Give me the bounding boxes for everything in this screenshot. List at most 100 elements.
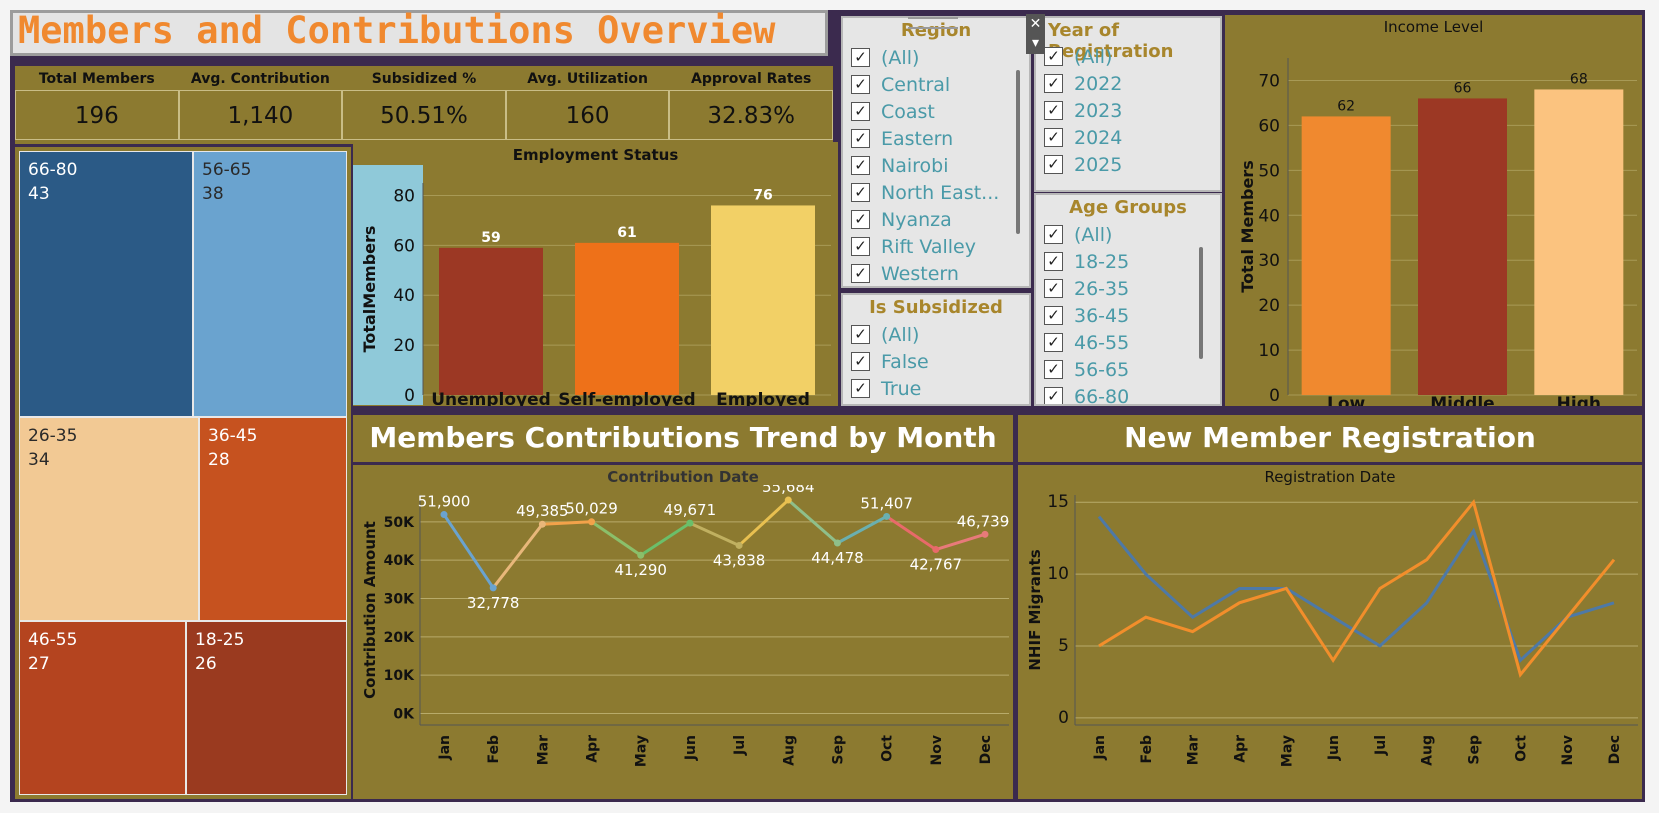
x-tick-label: Jul bbox=[732, 735, 748, 756]
bar-value-label: 61 bbox=[617, 225, 636, 241]
y-tick-label: 0 bbox=[404, 386, 415, 406]
checkbox-icon[interactable]: ✓ bbox=[1044, 279, 1063, 298]
checkbox-icon[interactable]: ✓ bbox=[851, 325, 870, 344]
registration-title-panel bbox=[1018, 415, 1642, 462]
treemap-cell-value: 34 bbox=[28, 450, 50, 470]
treemap-cell[interactable]: 18-25 26 bbox=[186, 621, 347, 795]
checkbox-icon[interactable]: ✓ bbox=[851, 75, 870, 94]
checkbox-icon[interactable]: ✓ bbox=[851, 156, 870, 175]
filter-option-label: (All) bbox=[1074, 224, 1113, 246]
checkbox-icon[interactable]: ✓ bbox=[851, 379, 870, 398]
filter-option-label: 66-80 bbox=[1074, 386, 1130, 406]
checkbox-icon[interactable]: ✓ bbox=[1044, 306, 1063, 325]
checkbox-icon[interactable]: ✓ bbox=[851, 237, 870, 256]
bar bbox=[1418, 98, 1507, 395]
kpi-label: Avg. Utilization bbox=[527, 71, 648, 87]
data-label: 42,767 bbox=[910, 556, 963, 574]
x-tick-label: Middle bbox=[1430, 394, 1494, 406]
treemap-cell-label: 18-25 bbox=[195, 630, 245, 650]
x-tick-label: Jun bbox=[1326, 735, 1342, 761]
treemap-cell[interactable]: 66-80 43 bbox=[19, 151, 193, 417]
x-tick-label: Feb bbox=[486, 735, 502, 764]
y-tick-label: 0 bbox=[1058, 708, 1069, 728]
x-tick-label: Mar bbox=[1186, 735, 1202, 765]
y-tick-label: 60 bbox=[393, 236, 415, 256]
trend-segment bbox=[935, 532, 986, 551]
scrollbar[interactable] bbox=[1016, 70, 1020, 234]
close-icon[interactable]: ✕ bbox=[1029, 16, 1042, 32]
trend-segment bbox=[590, 520, 642, 557]
filter-option-label: 2024 bbox=[1074, 127, 1123, 149]
treemap-cell[interactable]: 56-65 38 bbox=[193, 151, 347, 417]
trend-segment bbox=[787, 498, 839, 545]
scrollbar[interactable] bbox=[1199, 247, 1203, 359]
kpi-value: 160 bbox=[505, 90, 670, 140]
x-tick-label: Feb bbox=[1139, 735, 1155, 764]
treemap-cell[interactable]: 26-35 34 bbox=[19, 417, 199, 621]
x-tick-label: Oct bbox=[880, 735, 896, 762]
trend-title-panel bbox=[353, 415, 1013, 462]
x-tick-label: Mar bbox=[535, 735, 551, 765]
trend-segment bbox=[689, 521, 740, 547]
treemap-cell[interactable]: 46-55 27 bbox=[19, 621, 186, 795]
x-tick-label: Jun bbox=[683, 735, 699, 761]
drag-handle-icon[interactable] bbox=[908, 17, 958, 29]
checkbox-icon[interactable]: ✓ bbox=[851, 102, 870, 121]
checkbox-icon[interactable]: ✓ bbox=[1044, 128, 1063, 147]
treemap-cell-value: 43 bbox=[28, 184, 50, 204]
y-tick-label: 20 bbox=[1258, 296, 1280, 316]
treemap-cell-label: 26-35 bbox=[28, 426, 78, 446]
kpi-value: 50.51% bbox=[342, 90, 506, 140]
checkbox-icon[interactable]: ✓ bbox=[1044, 360, 1063, 379]
checkbox-icon[interactable]: ✓ bbox=[851, 48, 870, 67]
checkbox-icon[interactable]: ✓ bbox=[1044, 387, 1063, 404]
checkbox-icon[interactable]: ✓ bbox=[851, 264, 870, 283]
data-label: 49,671 bbox=[664, 501, 717, 519]
filter-title: Is Subsidized bbox=[869, 297, 1003, 318]
treemap-cell-label: 66-80 bbox=[28, 160, 78, 180]
checkbox-icon[interactable]: ✓ bbox=[1044, 333, 1063, 352]
y-tick-label: 10 bbox=[1258, 341, 1280, 361]
checkbox-icon[interactable]: ✓ bbox=[851, 183, 870, 202]
y-tick-label: 10K bbox=[384, 668, 415, 684]
x-tick-label: Self-employed bbox=[558, 390, 695, 406]
checkbox-icon[interactable]: ✓ bbox=[1044, 74, 1063, 93]
series-line bbox=[1098, 498, 1616, 678]
checkbox-icon[interactable]: ✓ bbox=[1044, 155, 1063, 174]
checkbox-icon[interactable]: ✓ bbox=[1044, 225, 1063, 244]
filter-option-label: Western bbox=[881, 263, 959, 285]
y-tick-label: 0 bbox=[1269, 386, 1280, 406]
x-tick-label: May bbox=[634, 735, 650, 767]
checkbox-icon[interactable]: ✓ bbox=[1044, 101, 1063, 120]
data-point bbox=[538, 520, 546, 528]
x-tick-label: Aug bbox=[1420, 735, 1436, 766]
y-tick-label: 30 bbox=[1258, 251, 1280, 271]
y-axis-label: Contribution Amount bbox=[361, 521, 379, 699]
y-tick-label: 60 bbox=[1258, 116, 1280, 136]
data-point bbox=[440, 511, 448, 519]
filter-title: Region bbox=[900, 20, 972, 41]
treemap-cell-label: 56-65 bbox=[202, 160, 252, 180]
checkbox-icon[interactable]: ✓ bbox=[1044, 47, 1063, 66]
y-tick-label: 70 bbox=[1258, 71, 1280, 91]
x-tick-label: Nov bbox=[1560, 735, 1576, 765]
treemap-cell[interactable]: 36-45 28 bbox=[199, 417, 347, 621]
checkbox-icon[interactable]: ✓ bbox=[851, 210, 870, 229]
bar bbox=[1301, 116, 1391, 395]
chevron-down-icon[interactable]: ▾ bbox=[1031, 35, 1040, 51]
bar-value-label: 59 bbox=[481, 230, 500, 246]
x-tick-label: Apr bbox=[1232, 735, 1248, 763]
checkbox-icon[interactable]: ✓ bbox=[851, 129, 870, 148]
checkbox-icon[interactable]: ✓ bbox=[1044, 252, 1063, 271]
data-point bbox=[637, 551, 645, 559]
data-point bbox=[932, 546, 940, 554]
x-tick-label: Apr bbox=[585, 735, 601, 763]
x-tick-label: Aug bbox=[781, 735, 797, 766]
treemap-cell-label: 46-55 bbox=[28, 630, 78, 650]
filter-option-label: Nyanza bbox=[881, 209, 952, 231]
checkbox-icon[interactable]: ✓ bbox=[851, 352, 870, 371]
treemap-cell-value: 27 bbox=[28, 654, 50, 674]
y-tick-label: 50 bbox=[1258, 161, 1280, 181]
x-tick-label: Sep bbox=[1467, 735, 1483, 765]
data-label: 32,778 bbox=[467, 594, 520, 612]
